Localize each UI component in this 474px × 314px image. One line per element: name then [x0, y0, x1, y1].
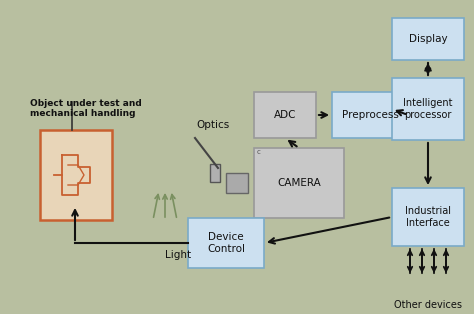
- Bar: [392, 18, 464, 60]
- Bar: [188, 218, 264, 268]
- Text: Intelligent
processor: Intelligent processor: [403, 98, 453, 120]
- Text: c: c: [257, 149, 261, 155]
- Text: ADC: ADC: [274, 110, 296, 120]
- Text: Display: Display: [409, 34, 447, 44]
- Bar: [40, 130, 112, 220]
- Text: Light: Light: [165, 250, 191, 260]
- Bar: [332, 92, 408, 138]
- Bar: [392, 78, 464, 140]
- Bar: [392, 188, 464, 246]
- Bar: [254, 148, 344, 218]
- Text: Other devices: Other devices: [394, 300, 462, 310]
- Bar: [226, 173, 248, 193]
- Text: Object under test and
mechanical handling: Object under test and mechanical handlin…: [30, 99, 142, 118]
- Text: CAMERA: CAMERA: [277, 178, 321, 188]
- Text: Device
Control: Device Control: [207, 232, 245, 254]
- Text: Industrial
Interface: Industrial Interface: [405, 206, 451, 228]
- Bar: [210, 164, 220, 182]
- Text: Optics: Optics: [196, 120, 229, 130]
- Text: Preprocess: Preprocess: [342, 110, 399, 120]
- Bar: [254, 92, 316, 138]
